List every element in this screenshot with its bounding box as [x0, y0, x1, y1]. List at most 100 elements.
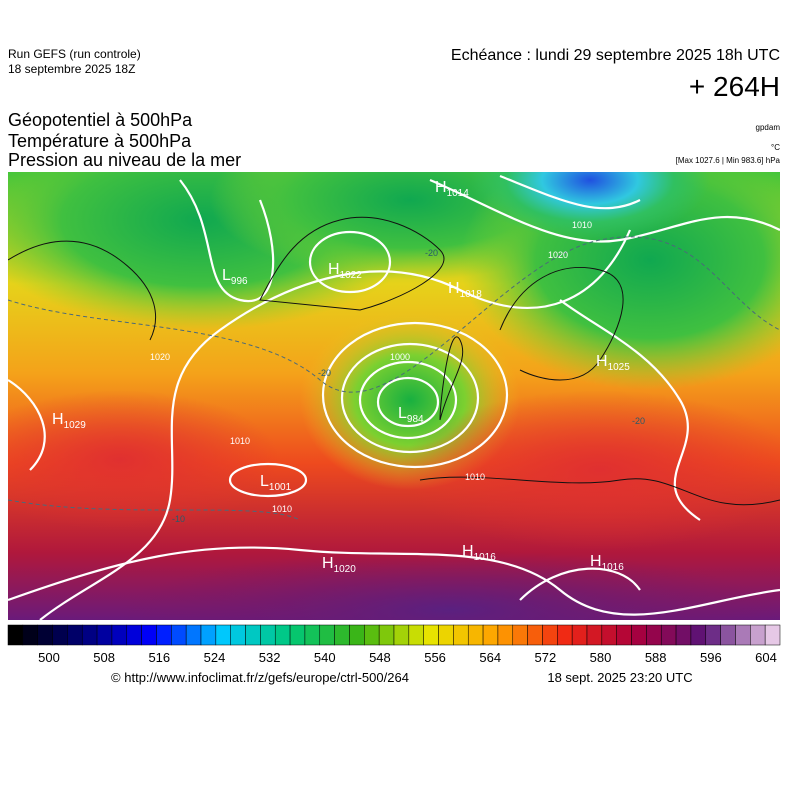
pressure-center: H1014	[435, 179, 469, 199]
center-letter: H	[590, 553, 602, 570]
colorbar-swatch	[7, 624, 24, 646]
center-value: 1016	[474, 552, 497, 563]
colorbar-swatch	[616, 624, 632, 646]
center-letter: H	[435, 179, 447, 196]
colorbar-swatch	[245, 624, 261, 646]
colorbar-label: 532	[259, 650, 281, 665]
run-label: Run GEFS (run controle)	[8, 47, 141, 61]
colorbar-swatch	[274, 624, 291, 646]
colorbar-swatch	[393, 624, 410, 646]
contour-label: 1010	[230, 436, 250, 446]
colorbar-swatch	[22, 624, 38, 646]
unit-pressure: [Max 1027.6 | Min 983.6] hPa	[676, 156, 781, 165]
colorbar-label: 580	[590, 650, 612, 665]
center-letter: H	[596, 353, 608, 370]
colorbar-swatch	[364, 624, 380, 646]
colorbar-label: 540	[314, 650, 336, 665]
footer-url: © http://www.infoclimat.fr/z/gefs/europe…	[111, 670, 409, 685]
colorbar-label: 508	[93, 650, 115, 665]
center-value: 1001	[269, 482, 292, 493]
center-letter: H	[448, 280, 460, 297]
colorbar: 500 508 516 524 532 540 548 556 564 572 580 588 596 6…	[7, 624, 781, 665]
colorbar-swatch	[557, 624, 573, 646]
colorbar-swatch	[260, 624, 276, 646]
colorbar-label: 564	[479, 650, 501, 665]
center-value: 996	[231, 276, 248, 287]
center-value: 1022	[340, 270, 363, 281]
colorbar-label: 500	[38, 650, 60, 665]
center-letter: L	[260, 473, 269, 490]
colorbar-swatch	[750, 624, 766, 646]
colorbar-swatch	[171, 624, 187, 646]
colorbar-swatch	[408, 624, 424, 646]
colorbar-swatch	[52, 624, 68, 646]
center-letter: H	[462, 543, 474, 560]
colorbar-swatch	[304, 624, 321, 646]
contour-label: -20	[425, 248, 438, 258]
pressure-center: H1016	[590, 553, 624, 573]
center-letter: H	[328, 261, 340, 278]
pressure-center: L1001	[260, 473, 292, 493]
pressure-center: H1018	[448, 280, 482, 300]
footer-stamp: 18 sept. 2025 23:20 UTC	[547, 670, 692, 685]
colorbar-swatch	[660, 624, 677, 646]
contour-label: 1010	[572, 220, 592, 230]
colorbar-swatch	[735, 624, 751, 646]
colorbar-swatch	[646, 624, 662, 646]
contour-label: -20	[318, 368, 331, 378]
colorbar-swatch	[141, 624, 157, 646]
center-letter: L	[222, 267, 231, 284]
map	[8, 172, 780, 620]
center-letter: L	[398, 405, 407, 422]
colorbar-label: 548	[369, 650, 391, 665]
field-3: Pression au niveau de la mer	[8, 150, 241, 170]
colorbar-swatch	[705, 624, 721, 646]
colorbar-swatch	[67, 624, 83, 646]
colorbar-swatch	[378, 624, 395, 646]
center-value: 1029	[64, 420, 87, 431]
colorbar-swatch	[185, 624, 202, 646]
center-value: 1020	[334, 564, 357, 575]
colorbar-label: 572	[535, 650, 557, 665]
colorbar-swatch	[81, 624, 98, 646]
contour-label: 1020	[150, 352, 170, 362]
center-value: 984	[407, 414, 424, 425]
contour-label: -10	[172, 514, 185, 524]
pressure-center: H1025	[596, 353, 630, 373]
lead-time: + 264H	[689, 71, 780, 102]
colorbar-swatch	[349, 624, 365, 646]
center-letter: H	[322, 555, 334, 572]
run-date: 18 septembre 2025 18Z	[8, 62, 135, 76]
colorbar-swatch	[527, 624, 543, 646]
pressure-center: H1016	[462, 543, 496, 563]
colorbar-swatch	[675, 624, 692, 646]
contour-label: 1000	[390, 352, 410, 362]
colorbar-swatch	[319, 624, 335, 646]
field-2: Température à 500hPa	[8, 131, 192, 151]
pressure-center: L996	[222, 267, 248, 287]
colorbar-swatch	[334, 624, 350, 646]
colorbar-swatch	[423, 624, 439, 646]
unit-temperature: °C	[771, 143, 780, 152]
colorbar-swatch	[453, 624, 469, 646]
colorbar-swatch	[512, 624, 528, 646]
colorbar-label: 516	[148, 650, 170, 665]
colorbar-label: 588	[645, 650, 667, 665]
pressure-center: H1020	[322, 555, 356, 575]
field-1: Géopotentiel à 500hPa	[8, 110, 193, 130]
pressure-center: H1022	[328, 261, 362, 281]
colorbar-label: 556	[424, 650, 446, 665]
valid-time: Echéance : lundi 29 septembre 2025 18h U…	[451, 47, 780, 64]
colorbar-swatch	[438, 624, 454, 646]
colorbar-swatch	[586, 624, 603, 646]
colorbar-swatch	[497, 624, 514, 646]
colorbar-swatch	[601, 624, 617, 646]
colorbar-swatch	[200, 624, 217, 646]
contour-label: 1010	[272, 504, 292, 514]
colorbar-label: 524	[204, 650, 226, 665]
contour-label: 1010	[465, 472, 485, 482]
colorbar-swatch	[156, 624, 172, 646]
center-value: 1016	[602, 562, 625, 573]
center-letter: H	[52, 411, 64, 428]
pressure-center: L984	[398, 405, 424, 425]
